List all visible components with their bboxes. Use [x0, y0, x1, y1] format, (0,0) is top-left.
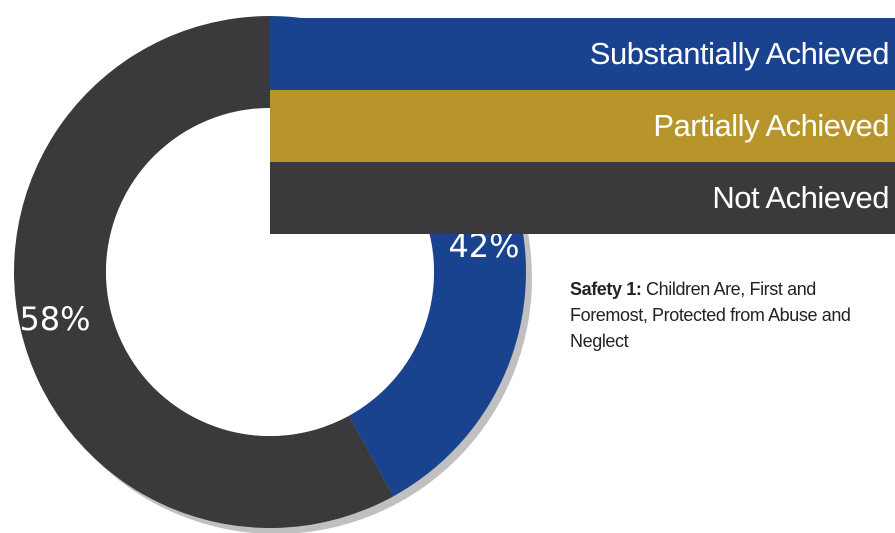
donut-labels: 42%58%	[19, 227, 519, 338]
caption-text: Children Are, First and Foremost, Protec…	[570, 279, 851, 351]
donut-slice-not-achieved	[14, 16, 394, 528]
slice-label-not-achieved: 58%	[19, 300, 90, 338]
caption-bold: Safety 1:	[570, 279, 642, 299]
legend-substantially-achieved: Substantially Achieved	[270, 18, 895, 90]
legend-not-achieved: Not Achieved	[270, 162, 895, 234]
legend-partially-achieved: Partially Achieved	[270, 90, 895, 162]
chart-caption: Safety 1: Children Are, First and Foremo…	[570, 276, 880, 354]
